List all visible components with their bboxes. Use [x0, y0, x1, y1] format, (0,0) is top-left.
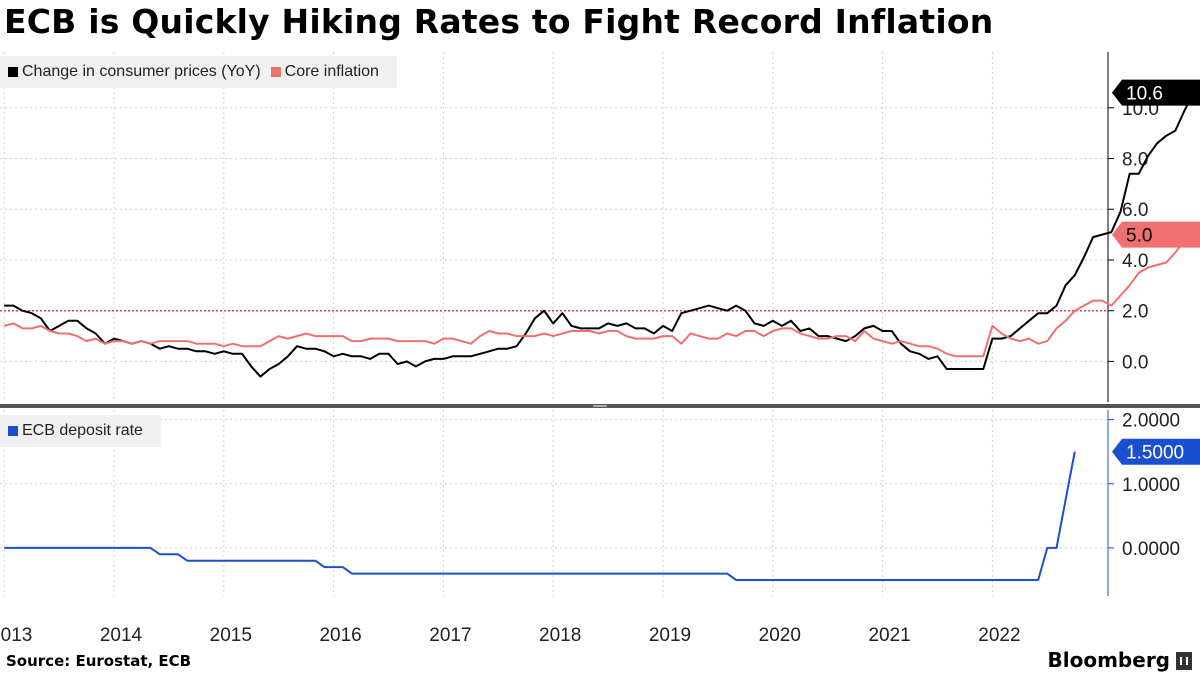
y-tick-label-top: 2.0: [1122, 302, 1148, 323]
series-line-deposit: [4, 451, 1076, 581]
y-tick-label-bottom: 2.0000: [1122, 411, 1180, 432]
x-tick-label: 2016: [319, 625, 361, 646]
legend-top-panel: Change in consumer prices (YoY) Core inf…: [0, 56, 397, 88]
legend-label-deposit: ECB deposit rate: [22, 422, 143, 439]
legend-item-core: Core inflation: [270, 63, 379, 81]
x-tick-label: 2014: [100, 625, 143, 646]
legend-label-headline: Change in consumer prices (YoY): [22, 63, 261, 80]
series-line-headline: [4, 92, 1195, 378]
last-value-tag-headline-box: [1112, 79, 1200, 106]
y-tick-label-bottom: 1.0000: [1122, 475, 1180, 496]
x-tick-label: 2017: [429, 625, 471, 646]
last-value-tag-deposit-text: 1.5000: [1126, 443, 1184, 464]
x-tick-label: 2022: [978, 625, 1020, 646]
legend-item-headline: Change in consumer prices (YoY): [8, 63, 261, 81]
x-tick-label: 2019: [649, 625, 691, 646]
legend-swatch-core: [270, 67, 281, 77]
last-value-tag-core-box: [1112, 221, 1200, 248]
chart-title: ECB is Quickly Hiking Rates to Fight Rec…: [4, 2, 994, 41]
legend-label-core: Core inflation: [284, 63, 379, 80]
y-tick-label-top: 8.0: [1122, 150, 1148, 171]
bloomberg-terminal-icon: [1176, 652, 1192, 670]
y-tick-label-bottom: 0.0000: [1122, 539, 1180, 560]
bloomberg-logo: Bloomberg: [1047, 648, 1170, 672]
y-tick-label-top: 6.0: [1122, 200, 1148, 221]
x-tick-label: 2013: [0, 625, 32, 646]
series-line-core: [3, 233, 1195, 358]
y-tick-label-top: 4.0: [1122, 251, 1148, 272]
last-value-tag-deposit-box: [1112, 438, 1200, 465]
legend-swatch-headline: [8, 67, 18, 77]
x-tick-label: 2021: [868, 625, 910, 646]
legend-bottom-panel: ECB deposit rate: [0, 415, 161, 447]
legend-swatch-deposit: [8, 426, 18, 436]
legend-item-deposit: ECB deposit rate: [8, 422, 143, 440]
panel-divider-grip: [593, 405, 607, 407]
last-value-tag-core-text: 5.0: [1126, 226, 1152, 247]
y-tick-label-top: 0.0: [1122, 352, 1148, 373]
source-note: Source: Eurostat, ECB: [6, 652, 192, 670]
x-tick-label: 2018: [539, 625, 581, 646]
last-value-tag-headline-text: 10.6: [1126, 84, 1163, 105]
x-tick-label: 2015: [210, 625, 252, 646]
x-tick-label: 2020: [759, 625, 801, 646]
